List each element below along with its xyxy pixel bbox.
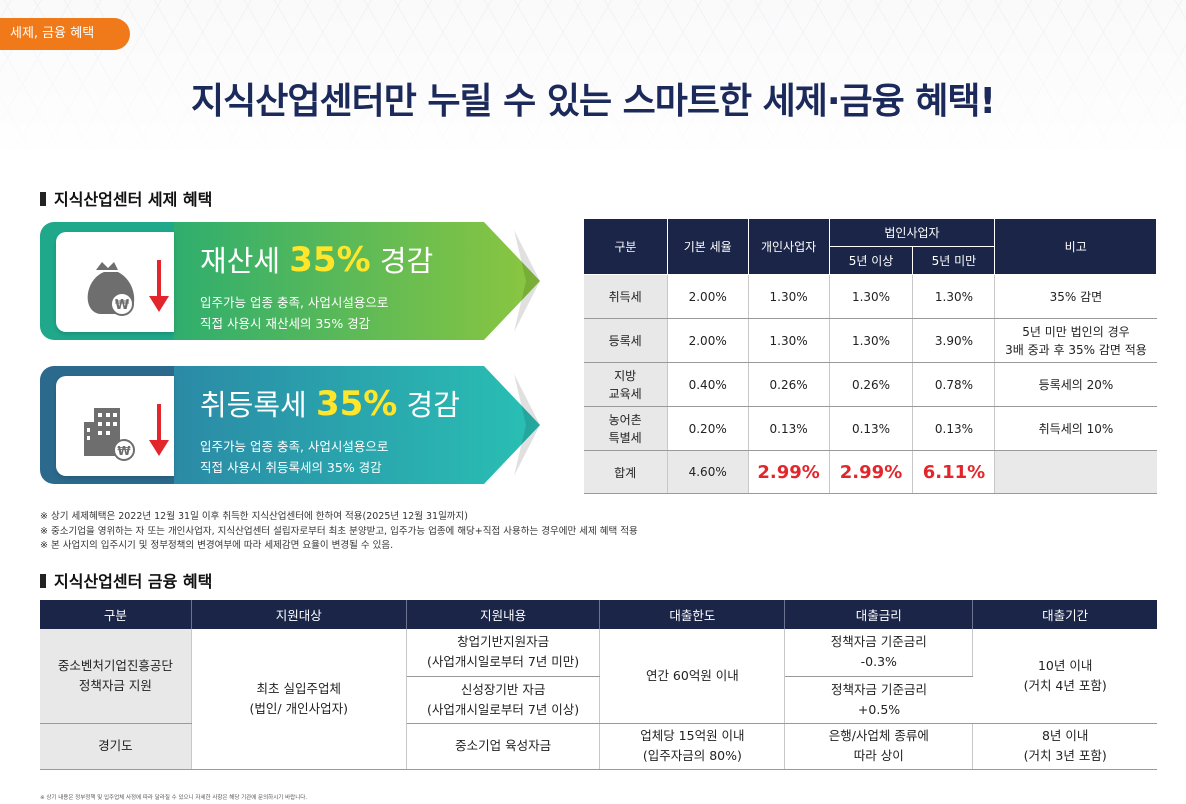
row-label: 농어촌 특별세	[583, 406, 668, 451]
cell: 정책자금 기준금리 -0.3%	[784, 629, 974, 677]
svg-text:₩: ₩	[117, 444, 131, 458]
card-arrow-shape	[174, 366, 540, 484]
table-row: 농어촌 특별세 0.20% 0.13% 0.13% 0.13% 취득세의 10%	[583, 406, 1157, 451]
property-tax-card: ₩ 재산세 35% 경감 입주가능 업종 충족, 사업시설용으로 직접 사용시 재…	[40, 222, 540, 340]
header-individual: 개인사업자	[747, 218, 830, 275]
tax-notes: ※ 상기 세제혜택은 2022년 12월 31일 이후 취득한 지식산업센터에 …	[40, 510, 638, 554]
table-row: 경기도 중소기업 육성자금 업체당 15억원 이내 (입주자금의 80%) 은행…	[40, 723, 1157, 770]
cell: 0.13%	[748, 406, 830, 451]
row-label: 경기도	[40, 723, 192, 770]
tax-section-heading: 지식산업센터 세제 혜택	[40, 186, 212, 210]
header-limit: 대출한도	[599, 600, 786, 629]
card-description: 입주가능 업종 충족, 사업시설용으로 직접 사용시 재산세의 35% 경감	[200, 295, 389, 331]
cell: 0.26%	[748, 362, 830, 407]
cell: 업체당 15억원 이내 (입주자금의 80%)	[599, 723, 786, 770]
cell: 연간 60억원 이내	[599, 629, 786, 724]
page-title: 지식산업센터만 누릴 수 있는 스마트한 세제·금융 혜택!	[191, 81, 996, 122]
cell: 2.00%	[667, 318, 749, 363]
header-5yr-under: 5년 미만	[912, 246, 996, 275]
header-corporate: 법인사업자	[828, 218, 996, 247]
table-row: 중소벤처기업진흥공단 정책자금 지원 최초 실입주업체 (법인/ 개인사업자) …	[40, 629, 1157, 770]
header-remarks: 비고	[994, 218, 1157, 275]
note-line: ※ 중소기업을 영위하는 자 또는 개인사업자, 지식산업센터 설립자로부터 최…	[40, 525, 638, 537]
cell: 0.13%	[912, 406, 996, 451]
cell: 0.40%	[667, 362, 749, 407]
header-category: 구분	[583, 218, 668, 275]
footer-note: ※ 상기 내용은 정부정책 및 입주업체 사정에 따라 달라질 수 있으니 자세…	[40, 795, 308, 801]
header-target: 지원대상	[191, 600, 407, 629]
cell: 1.30%	[829, 318, 914, 363]
cell: 4.60%	[667, 450, 749, 494]
table-row: 등록세 2.00% 1.30% 1.30% 3.90% 5년 미만 법인의 경우…	[583, 318, 1157, 363]
cell: 정책자금 기준금리 +0.5%	[784, 676, 973, 724]
tax-table: 구분 기본 세율 개인사업자 법인사업자 비고 5년 이상 5년 미만 취득세 …	[583, 218, 1157, 494]
acquisition-tax-card: ₩ 취등록세 35% 경감 입주가능 업종 충족, 사업시설용으로 직접 사용시 …	[40, 366, 540, 484]
cell: 0.13%	[829, 406, 914, 451]
card-arrow-shape	[174, 222, 540, 340]
hero-banner	[0, 0, 1186, 150]
cell	[994, 450, 1157, 494]
card-title: 재산세 35% 경감	[200, 240, 434, 280]
table-row: 취득세 2.00% 1.30% 1.30% 1.30% 35% 감면	[583, 274, 1157, 319]
cell: 3.90%	[912, 318, 996, 363]
row-label: 지방 교육세	[583, 362, 668, 407]
cell: 등록세의 20%	[994, 362, 1157, 407]
cell: 최초 실입주업체 (법인/ 개인사업자)	[191, 629, 407, 770]
total-row: 합계 4.60% 2.99% 2.99% 6.11%	[583, 450, 1157, 494]
header-period: 대출기간	[972, 600, 1157, 629]
cell: 1.30%	[912, 274, 996, 319]
total-value: 2.99%	[748, 450, 830, 494]
cell: 중소기업 육성자금	[406, 723, 601, 770]
cell: 창업기반지원자금 (사업개시일로부터 7년 미만)	[406, 629, 601, 677]
note-line: ※ 상기 세제혜택은 2022년 12월 31일 이후 취득한 지식산업센터에 …	[40, 511, 468, 522]
cell: 2.00%	[667, 274, 749, 319]
cell: 1.30%	[829, 274, 914, 319]
cell: 1.30%	[748, 274, 830, 319]
note-line: ※ 본 사업지의 입주시기 및 정부정책의 변경여부에 따라 세제감면 요율이 …	[40, 540, 394, 551]
table-row: 신성장기반 자금 (사업개시일로부터 7년 이상) 정책자금 기준금리 +0.5…	[40, 676, 1157, 724]
cell: 5년 미만 법인의 경우 3배 중과 후 35% 감면 적용	[994, 318, 1157, 363]
cell: 0.78%	[912, 362, 996, 407]
row-label: 중소벤처기업진흥공단 정책자금 지원	[40, 629, 192, 724]
section-tag: 세제, 금융 혜택	[0, 18, 130, 50]
finance-section-heading: 지식산업센터 금융 혜택	[40, 568, 212, 592]
header-base-rate: 기본 세율	[666, 218, 749, 275]
cell: 취득세의 10%	[994, 406, 1157, 451]
building-icon: ₩	[56, 376, 174, 476]
row-label: 등록세	[583, 318, 668, 363]
cell: 1.30%	[748, 318, 830, 363]
card-title: 취등록세 35% 경감	[200, 384, 460, 424]
finance-table: 구분 지원대상 지원내용 대출한도 대출금리 대출기간 중소벤처기업진흥공단 정…	[40, 600, 1157, 770]
header-5yr-over: 5년 이상	[828, 246, 914, 275]
row-label: 취득세	[583, 274, 668, 319]
header-category: 구분	[40, 600, 192, 629]
header-rate: 대출금리	[784, 600, 974, 629]
cell: 0.20%	[667, 406, 749, 451]
money-bag-icon: ₩	[56, 232, 174, 332]
total-value: 6.11%	[912, 450, 996, 494]
table-row: 지방 교육세 0.40% 0.26% 0.26% 0.78% 등록세의 20%	[583, 362, 1157, 407]
card-description: 입주가능 업종 충족, 사업시설용으로 직접 사용시 취등록세의 35% 경감	[200, 439, 389, 475]
cell: 0.26%	[829, 362, 914, 407]
header-content: 지원내용	[406, 600, 601, 629]
total-value: 2.99%	[829, 450, 914, 494]
svg-text:₩: ₩	[115, 298, 130, 313]
cell: 신성장기반 자금 (사업개시일로부터 7년 이상)	[406, 676, 601, 724]
cell: 은행/사업체 종류에 따라 상이	[784, 723, 974, 770]
cell: 35% 감면	[994, 274, 1157, 319]
cell: 10년 이내 (거치 4년 포함)	[972, 629, 1157, 724]
row-label: 합계	[583, 450, 668, 494]
cell: 8년 이내 (거치 3년 포함)	[972, 723, 1157, 770]
